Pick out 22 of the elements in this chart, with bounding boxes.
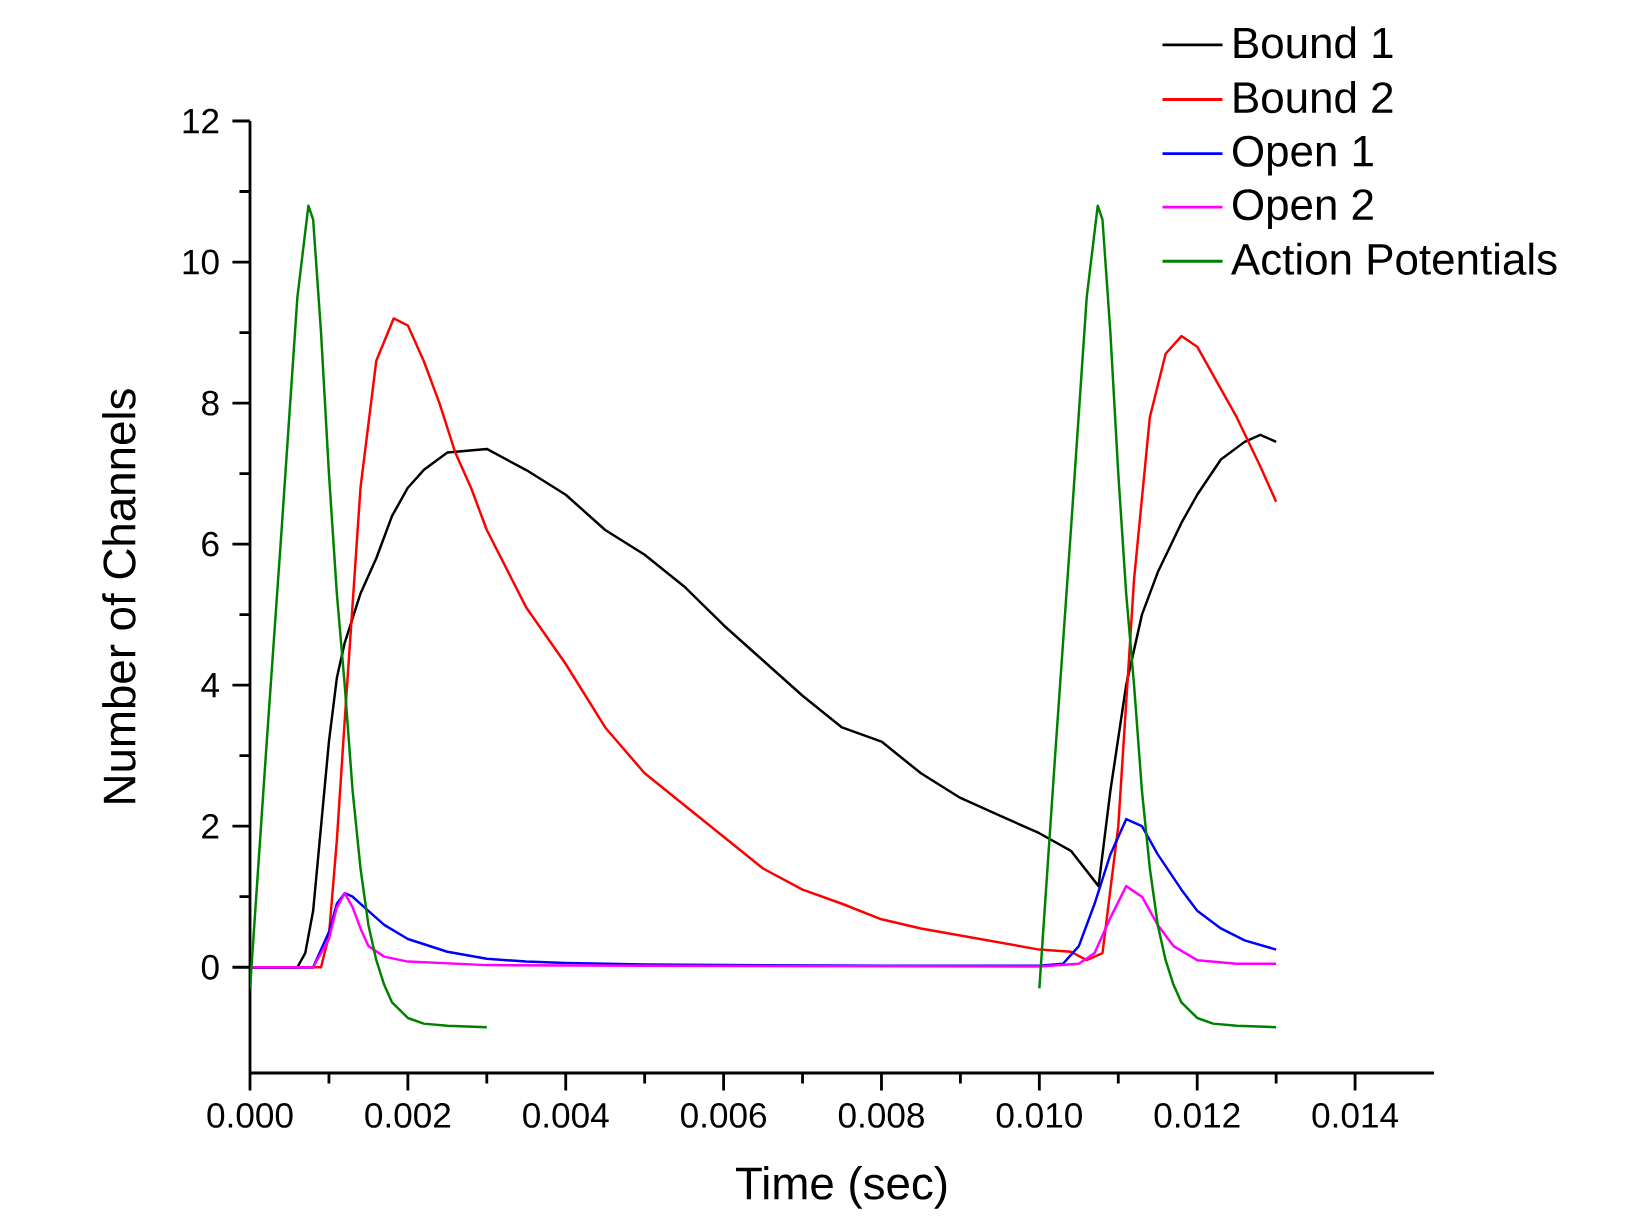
x-axis-title: Time (sec) — [736, 1166, 947, 1209]
legend-label: Open 1 — [1233, 135, 1373, 176]
x-tick-label: 0.010 — [996, 1103, 1082, 1128]
x-tick-label: 0.000 — [207, 1103, 293, 1128]
y-tick-label: 12 — [183, 108, 219, 134]
x-tick-label: 0.002 — [365, 1103, 451, 1128]
y-tick-label: 0 — [201, 954, 219, 980]
legend-label: Bound 2 — [1234, 80, 1393, 114]
x-tick-label: 0.012 — [1154, 1103, 1240, 1128]
y-tick-label: 2 — [202, 813, 219, 839]
legend-label: Action Potentials — [1231, 242, 1557, 275]
y-tick-label: 6 — [202, 531, 219, 557]
legend-label: Open 2 — [1233, 189, 1373, 229]
legend-label: Bound 1 — [1234, 26, 1393, 59]
x-tick-label: 0.004 — [523, 1103, 609, 1128]
y-tick-label: 10 — [183, 249, 219, 275]
y-axis-title: Number of Channels — [102, 389, 136, 803]
y-tick-label: 8 — [202, 390, 219, 416]
x-tick-label: 0.008 — [838, 1103, 924, 1128]
x-tick-label: 0.006 — [681, 1103, 767, 1128]
x-tick-label: 0.014 — [1312, 1103, 1399, 1128]
y-tick-label: 4 — [201, 673, 219, 698]
